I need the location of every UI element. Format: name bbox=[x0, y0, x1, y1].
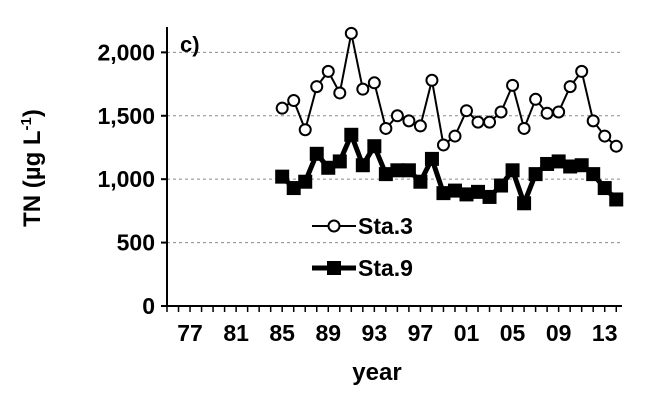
data-point-sta3 bbox=[517, 121, 531, 135]
x-axis-title: year bbox=[352, 359, 401, 386]
data-point-sta3 bbox=[425, 73, 439, 87]
data-point-sta9 bbox=[413, 174, 428, 189]
legend-label-sta9: Sta.9 bbox=[358, 255, 413, 281]
data-point-sta9 bbox=[355, 158, 370, 173]
y-tick-label: 1,500 bbox=[97, 103, 155, 129]
data-point-sta3 bbox=[586, 114, 600, 128]
data-point-sta3 bbox=[310, 80, 324, 94]
data-point-sta9 bbox=[528, 167, 543, 182]
y-axis-title-close: ) bbox=[19, 109, 46, 117]
data-point-sta3 bbox=[598, 129, 612, 143]
data-point-sta9 bbox=[309, 146, 324, 161]
data-point-sta9 bbox=[459, 187, 474, 202]
data-point-sta9 bbox=[563, 159, 578, 174]
data-point-sta9 bbox=[574, 158, 589, 173]
panel-label: c) bbox=[180, 32, 200, 57]
x-tick-label: 89 bbox=[315, 320, 341, 346]
x-tick-label: 85 bbox=[269, 320, 295, 346]
data-point-sta9 bbox=[447, 183, 462, 198]
data-point-sta9 bbox=[597, 181, 612, 196]
y-axis-title-sup: -1 bbox=[18, 117, 35, 130]
data-point-sta3 bbox=[540, 106, 554, 120]
data-point-sta9 bbox=[505, 163, 520, 178]
data-point-sta3 bbox=[506, 78, 520, 92]
legend: Sta.3 Sta.9 bbox=[312, 213, 413, 281]
data-point-sta3 bbox=[436, 138, 450, 152]
y-tick-label: 0 bbox=[142, 293, 155, 319]
x-ticks: 77 81 85 89 93 97 01 05 09 13 bbox=[166, 306, 618, 346]
data-point-sta9 bbox=[482, 189, 497, 204]
data-point-sta9 bbox=[471, 184, 486, 199]
data-point-sta3 bbox=[275, 101, 289, 115]
data-point-sta3 bbox=[609, 139, 623, 153]
data-point-sta3 bbox=[494, 105, 508, 119]
data-point-sta3 bbox=[367, 76, 381, 90]
data-point-sta3 bbox=[356, 82, 370, 96]
y-tick-label: 2,000 bbox=[97, 39, 155, 65]
data-point-sta3 bbox=[379, 121, 393, 135]
data-point-sta3 bbox=[413, 119, 427, 133]
x-tick-label: 97 bbox=[408, 320, 434, 346]
data-point-sta9 bbox=[390, 163, 405, 178]
data-point-sta3 bbox=[402, 114, 416, 128]
y-tick-label: 1,000 bbox=[97, 166, 155, 192]
axes bbox=[166, 27, 622, 307]
data-point-sta9 bbox=[298, 174, 313, 189]
data-point-sta9 bbox=[586, 167, 601, 182]
y-tick-label: 500 bbox=[117, 230, 155, 256]
data-point-sta3 bbox=[483, 115, 497, 129]
data-point-sta3 bbox=[344, 26, 358, 40]
x-tick-label: 93 bbox=[362, 320, 388, 346]
data-point-sta3 bbox=[552, 105, 566, 119]
x-tick-label: 13 bbox=[592, 320, 618, 346]
data-point-sta3 bbox=[287, 94, 301, 108]
data-point-sta3 bbox=[459, 104, 473, 118]
legend-marker-sta3 bbox=[327, 219, 341, 233]
data-point-sta9 bbox=[367, 139, 382, 154]
y-axis-title: TN (µg L-1) bbox=[18, 109, 46, 227]
data-point-sta9 bbox=[321, 160, 336, 175]
data-point-sta9 bbox=[609, 192, 624, 207]
data-point-sta3 bbox=[333, 86, 347, 100]
data-point-sta3 bbox=[563, 80, 577, 94]
legend-label-sta3: Sta.3 bbox=[358, 213, 413, 239]
x-tick-label: 05 bbox=[500, 320, 526, 346]
data-point-sta3 bbox=[529, 92, 543, 106]
data-point-sta9 bbox=[424, 151, 439, 166]
data-point-sta9 bbox=[401, 163, 416, 178]
data-point-sta9 bbox=[332, 154, 347, 169]
data-point-sta9 bbox=[517, 196, 532, 211]
data-point-sta9 bbox=[540, 156, 555, 171]
data-point-sta9 bbox=[344, 127, 359, 142]
y-axis-title-main: TN (µg L bbox=[19, 130, 46, 226]
y-ticks: 0 500 1,000 1,500 2,000 bbox=[97, 39, 167, 319]
data-point-sta3 bbox=[321, 64, 335, 78]
data-point-sta9 bbox=[436, 186, 451, 201]
x-tick-label: 09 bbox=[546, 320, 572, 346]
x-tick-label: 01 bbox=[454, 320, 480, 346]
data-point-sta3 bbox=[448, 129, 462, 143]
data-point-sta9 bbox=[286, 181, 301, 196]
data-point-sta9 bbox=[275, 169, 290, 184]
series-group bbox=[275, 26, 624, 211]
legend-marker-sta9 bbox=[327, 261, 341, 275]
data-point-sta9 bbox=[551, 154, 566, 169]
data-point-sta9 bbox=[494, 178, 509, 193]
data-point-sta3 bbox=[390, 109, 404, 123]
x-tick-label: 81 bbox=[223, 320, 249, 346]
data-point-sta9 bbox=[378, 167, 393, 182]
data-point-sta3 bbox=[575, 64, 589, 78]
data-point-sta3 bbox=[298, 123, 312, 137]
data-point-sta3 bbox=[471, 115, 485, 129]
x-tick-label: 77 bbox=[177, 320, 203, 346]
